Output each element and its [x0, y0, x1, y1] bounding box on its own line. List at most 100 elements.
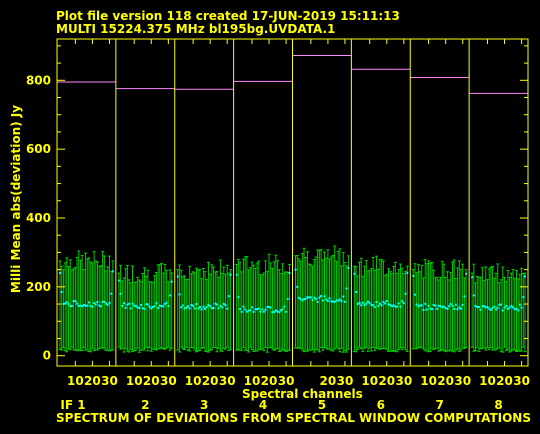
data-point — [72, 300, 75, 303]
data-point — [493, 305, 496, 308]
data-point — [237, 296, 240, 299]
data-point — [285, 310, 288, 313]
data-point — [429, 307, 432, 310]
panel-if-6 — [351, 68, 411, 353]
x-tick-label: 20 — [143, 374, 160, 388]
data-point — [79, 304, 82, 307]
data-point — [91, 305, 94, 308]
data-point — [252, 310, 255, 313]
data-point — [446, 307, 449, 310]
x-tick-label: 10 — [126, 374, 143, 388]
data-point — [202, 305, 205, 308]
data-point — [441, 306, 444, 309]
data-point — [314, 297, 317, 300]
data-point — [412, 274, 415, 277]
data-point — [87, 301, 90, 304]
data-point — [439, 305, 442, 308]
data-point — [96, 300, 99, 303]
data-point — [495, 308, 498, 311]
data-point — [74, 300, 77, 303]
data-point — [229, 273, 232, 276]
data-point — [266, 305, 269, 308]
data-point — [65, 301, 68, 304]
data-point — [367, 300, 370, 303]
data-point — [214, 302, 217, 305]
data-point — [103, 300, 106, 303]
data-point — [181, 304, 184, 307]
data-point — [217, 307, 220, 310]
x-tick-label: 20 — [496, 374, 513, 388]
data-point — [180, 306, 183, 309]
data-point — [335, 299, 338, 302]
panel-if-4 — [233, 80, 293, 353]
data-point — [222, 302, 225, 305]
data-point — [274, 309, 277, 312]
if-label: 2 — [141, 398, 149, 412]
data-point — [249, 309, 252, 312]
data-point — [276, 310, 279, 313]
data-point — [375, 301, 378, 304]
data-point — [330, 300, 333, 303]
data-point — [358, 301, 361, 304]
data-point — [512, 306, 515, 309]
data-point — [59, 272, 61, 275]
data-point — [387, 303, 390, 306]
data-point — [254, 308, 257, 311]
data-point — [474, 304, 477, 307]
data-point — [158, 304, 161, 307]
data-point — [185, 306, 188, 309]
data-point — [200, 308, 203, 311]
data-point — [193, 307, 196, 310]
data-point — [382, 300, 385, 303]
data-point — [342, 295, 345, 298]
x-tick-label: 30 — [395, 374, 412, 388]
data-point — [178, 293, 181, 296]
data-point — [313, 296, 316, 299]
data-point — [160, 305, 163, 308]
data-point — [212, 307, 215, 310]
data-point — [520, 306, 523, 309]
data-point — [242, 305, 245, 308]
data-point — [479, 308, 482, 311]
data-point — [286, 297, 289, 300]
data-point — [148, 305, 151, 308]
data-point — [157, 307, 160, 310]
data-point — [235, 273, 238, 276]
data-point — [506, 307, 509, 310]
data-point — [198, 306, 201, 309]
x-tick-label: 10 — [361, 374, 378, 388]
data-point — [94, 303, 97, 306]
data-point — [363, 304, 366, 307]
x-tick-label: 30 — [219, 374, 236, 388]
data-point — [303, 298, 306, 301]
data-point — [437, 304, 440, 307]
data-point — [413, 293, 416, 296]
header-line-2: MULTI 15224.375 MHz bl195bg.UVDATA.1 — [56, 22, 336, 36]
data-point — [261, 308, 264, 311]
data-point — [117, 279, 120, 282]
data-point — [209, 305, 212, 308]
data-point — [491, 307, 494, 310]
data-point — [401, 300, 404, 303]
x-tick-label: 10 — [420, 374, 437, 388]
data-point — [259, 310, 262, 313]
data-point — [453, 307, 456, 310]
data-point — [325, 298, 328, 301]
data-point — [353, 272, 356, 275]
data-point — [221, 306, 224, 309]
data-point — [396, 305, 399, 308]
data-point — [427, 304, 430, 307]
data-point — [360, 304, 363, 307]
x-tick-label: 20 — [320, 374, 337, 388]
data-point — [337, 299, 340, 302]
data-point — [224, 304, 227, 307]
data-point — [155, 302, 158, 305]
chart-title: SPECTRUM OF DEVIATIONS FROM SPECTRAL WIN… — [56, 411, 531, 425]
data-point — [133, 304, 136, 307]
data-point — [281, 308, 284, 311]
data-point — [110, 292, 113, 295]
data-point — [81, 305, 84, 308]
data-point — [138, 307, 141, 310]
data-point — [86, 304, 89, 307]
